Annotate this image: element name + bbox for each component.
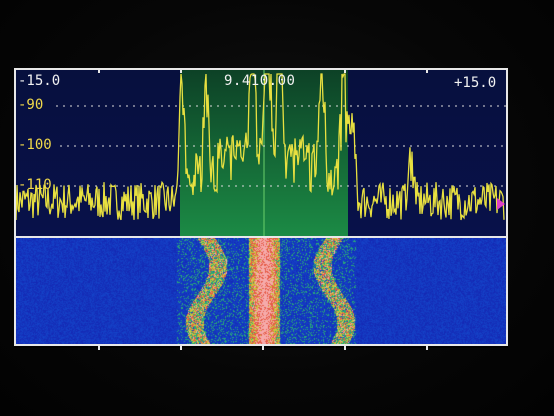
frame-top	[14, 68, 508, 70]
bottom-tick	[426, 344, 428, 350]
waterfall-panel[interactable]	[16, 238, 506, 344]
bottom-tick	[180, 344, 182, 350]
frame-divider	[14, 236, 508, 238]
spectrum-trace	[16, 73, 505, 221]
db-label-90: -90	[18, 97, 44, 113]
waterfall-canvas	[16, 238, 506, 344]
sdr-display: -15.0 9.410.00 +15.0 -90 -100 -110	[14, 68, 508, 350]
frame-bottom	[14, 344, 508, 346]
spectrum-graph	[16, 70, 506, 236]
top-tick	[180, 68, 182, 73]
top-tick	[344, 68, 346, 73]
center-frequency-label[interactable]: 9.410.00	[224, 73, 296, 89]
triangle-right-icon	[497, 198, 505, 210]
db-label-110: -110	[18, 177, 52, 193]
frame-right	[506, 68, 508, 346]
top-tick	[98, 68, 100, 73]
bottom-tick	[98, 344, 100, 350]
span-left-label: -15.0	[18, 73, 61, 89]
frame-left	[14, 68, 16, 346]
bottom-tick	[344, 344, 346, 350]
bottom-tick	[262, 344, 264, 350]
span-right-label: +15.0	[454, 75, 497, 91]
spectrum-panel[interactable]	[16, 70, 506, 236]
top-tick	[426, 68, 428, 73]
db-label-100: -100	[18, 137, 52, 153]
